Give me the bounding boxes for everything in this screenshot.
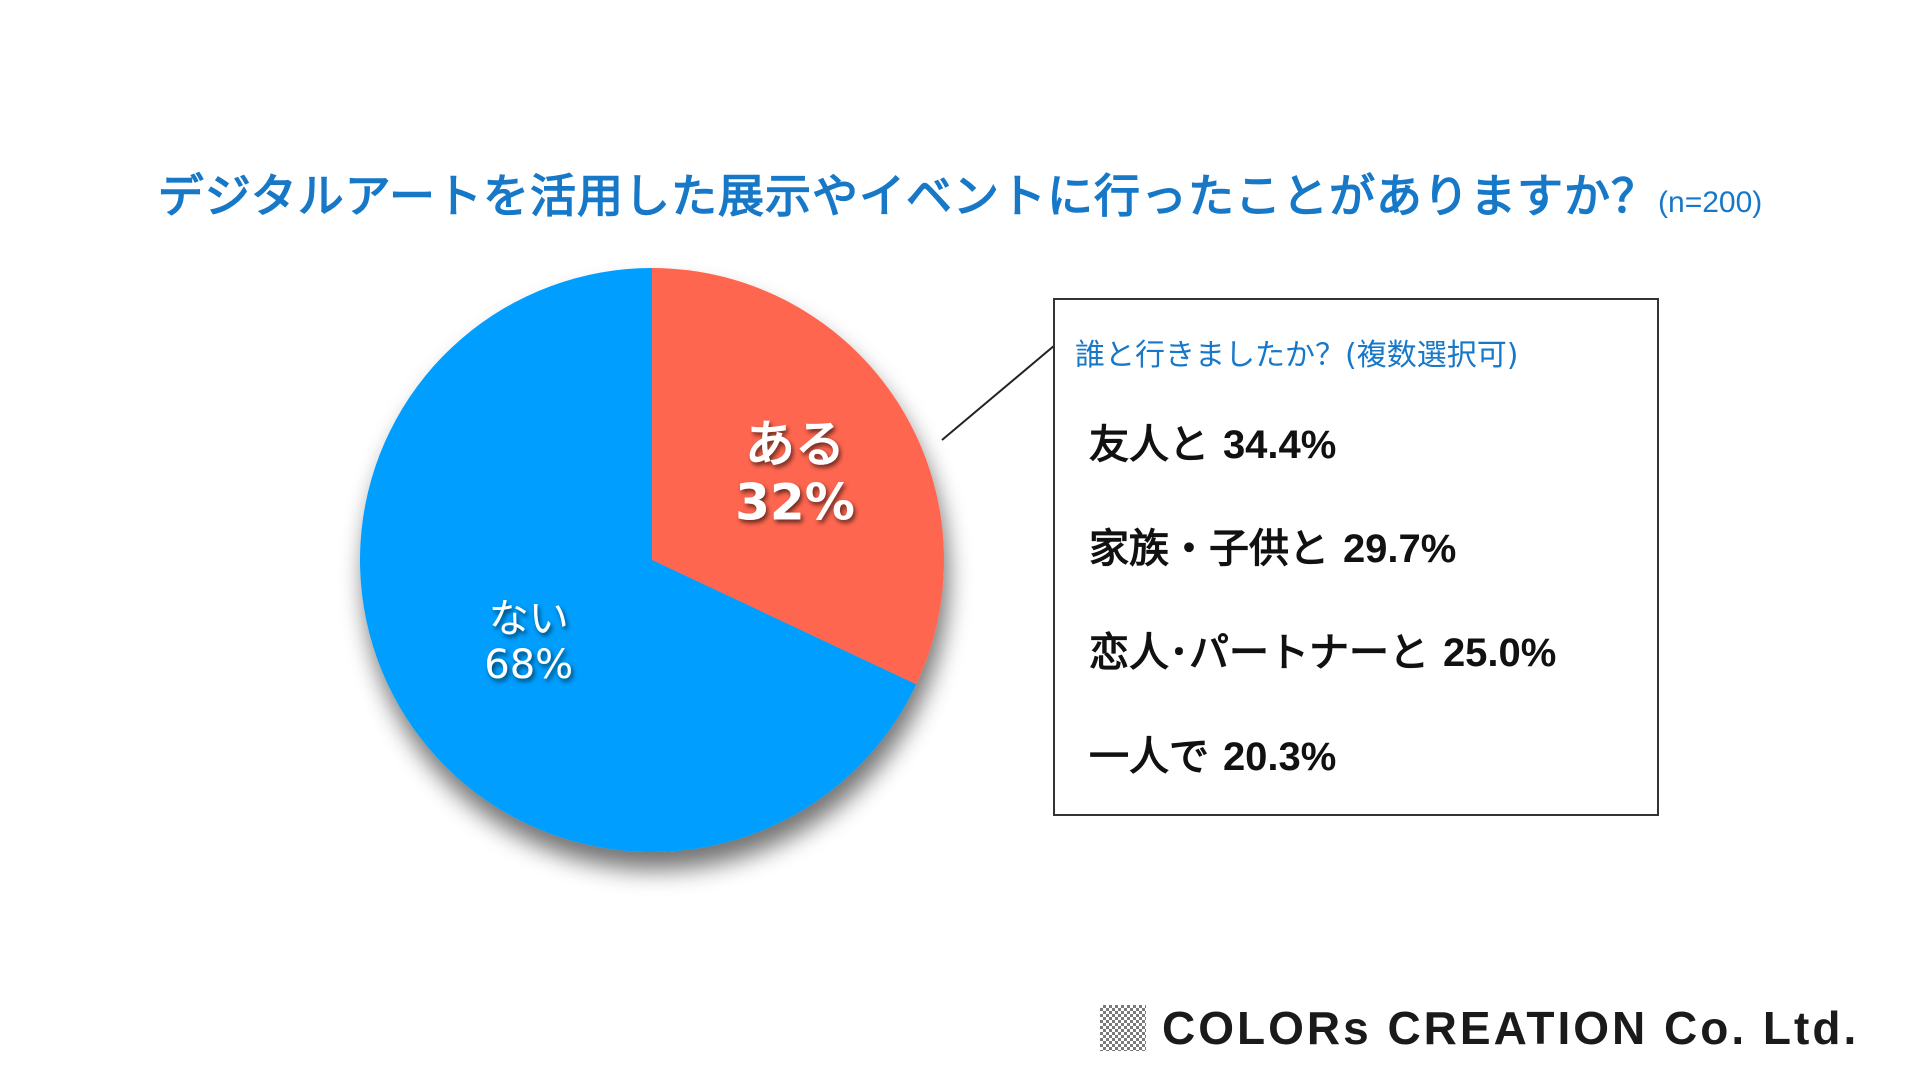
checker-logo-icon xyxy=(1100,1005,1146,1051)
callout-item: 恋人･パートナーと 25.0% xyxy=(1089,620,1556,678)
callout-item-value: 29.7% xyxy=(1342,527,1457,571)
callout-item-value: 20.3% xyxy=(1222,735,1337,779)
chart-title: デジタルアートを活用した展示やイベントに行ったことがありますか？(n=200) xyxy=(0,160,1920,226)
callout-item-label: 家族・子供と xyxy=(1089,526,1329,572)
pie-slice-no xyxy=(360,268,917,853)
pie-slices xyxy=(360,268,944,853)
company-logo-text: COLORs CREATION Co. Ltd. xyxy=(1162,1002,1860,1054)
company-logo: COLORs CREATION Co. Ltd. xyxy=(1100,1000,1859,1056)
callout-item-label: 友人と xyxy=(1089,422,1209,468)
pie-slice-yes xyxy=(652,268,944,685)
callout-item: 一人で 20.3% xyxy=(1089,724,1336,782)
chart-title-text: デジタルアートを活用した展示やイベントに行ったことがありますか？ xyxy=(157,169,1659,223)
callout-item-label: 恋人･パートナーと xyxy=(1089,630,1429,676)
pie-slice-category-label: ない xyxy=(489,596,569,642)
pie-slice-value-label: 32% xyxy=(735,473,855,531)
sample-size-label: (n=200) xyxy=(1658,186,1763,219)
callout-leader-line xyxy=(941,344,1056,441)
pie-slice-value-label: 68% xyxy=(484,642,573,688)
callout-item: 友人と 34.4% xyxy=(1089,412,1336,470)
callout-item-value: 25.0% xyxy=(1442,631,1557,675)
pie-slice-category-label: ある xyxy=(745,415,845,473)
callout-box: 誰と行きましたか？(複数選択可) 友人と 34.4% 家族・子供と 29.7% … xyxy=(1053,298,1659,816)
callout-item: 家族・子供と 29.7% xyxy=(1089,516,1456,574)
callout-item-label: 一人で xyxy=(1089,734,1209,780)
callout-item-value: 34.4% xyxy=(1222,423,1337,467)
callout-title: 誰と行きましたか？(複数選択可) xyxy=(1075,338,1519,373)
